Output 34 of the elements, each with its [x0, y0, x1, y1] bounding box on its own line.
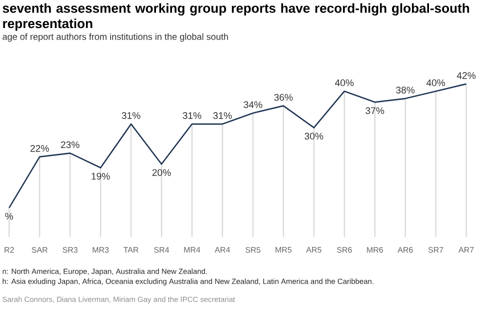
data-label: 42% — [456, 72, 476, 79]
chart-subtitle: age of report authors from institutions in the global south — [2, 33, 228, 42]
data-label: 20% — [152, 169, 171, 176]
data-label: 34% — [244, 101, 262, 108]
x-tick-label: SR4 — [154, 247, 170, 253]
data-label: 37% — [366, 107, 384, 114]
x-tick-label: R2 — [4, 247, 14, 253]
x-tick-label: MR3 — [92, 247, 109, 253]
x-tick-label: MR4 — [184, 247, 200, 253]
x-tick-label: SR6 — [336, 247, 352, 253]
chart-title: seventh assessment working group reports have record-high global-south representation — [2, 3, 470, 31]
data-label: 31% — [182, 112, 202, 119]
data-label: 36% — [274, 94, 293, 101]
x-tick-label: AR4 — [214, 247, 230, 253]
data-label: 23% — [60, 141, 80, 148]
data-label: 40% — [426, 79, 446, 86]
data-label: 19% — [92, 172, 110, 180]
data-label: 31% — [122, 112, 140, 119]
data-label: 40% — [335, 79, 354, 86]
x-tick-label: AR5 — [306, 247, 322, 253]
data-label: % — [5, 212, 14, 220]
data-label: 30% — [304, 132, 324, 140]
data-label: 22% — [30, 145, 49, 152]
x-tick-label: SAR — [32, 247, 48, 253]
data-label: 31% — [213, 112, 232, 119]
x-tick-label: SR3 — [62, 247, 78, 253]
x-tick-label: TAR — [124, 247, 138, 253]
x-tick-label: SR5 — [246, 247, 260, 253]
x-tick-label: MR6 — [367, 247, 383, 253]
x-tick-label: MR5 — [276, 247, 292, 253]
data-label: 38% — [396, 86, 415, 94]
x-tick-label: AR7 — [458, 247, 474, 253]
x-tick-label: AR6 — [398, 247, 413, 253]
x-tick-label: SR7 — [428, 247, 444, 253]
